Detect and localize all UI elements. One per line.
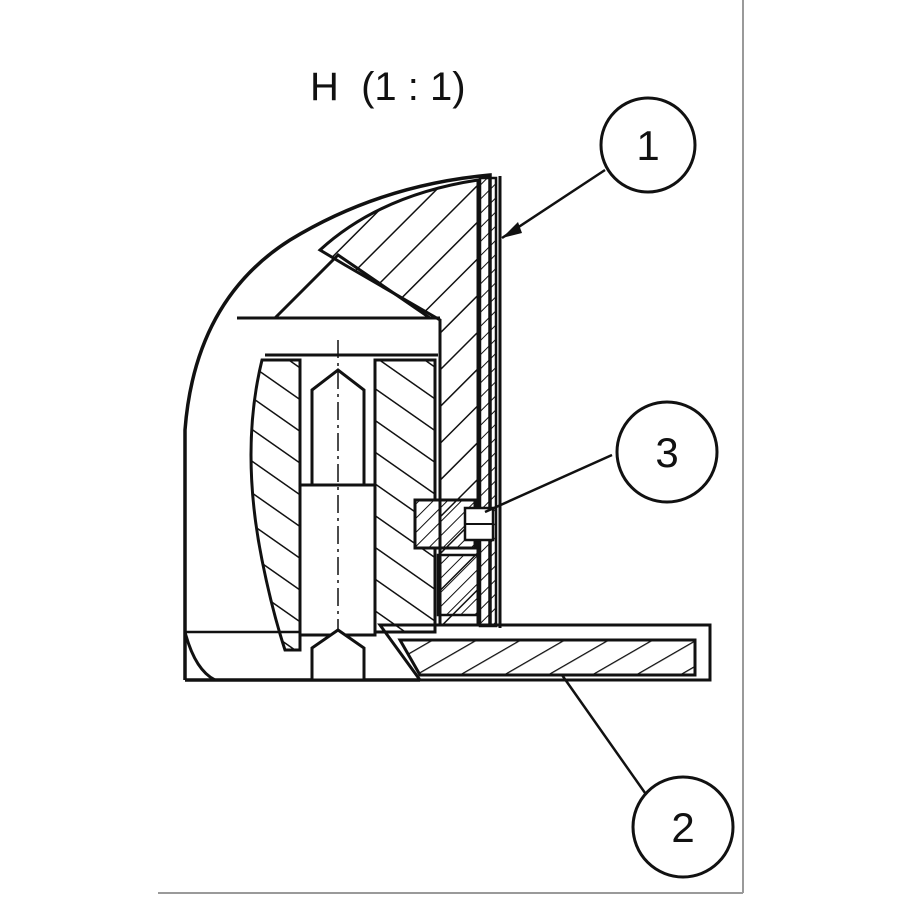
- balloon-2: 2: [631, 775, 735, 879]
- balloon-2-label: 2: [671, 804, 694, 851]
- base-plate: [397, 638, 697, 677]
- balloon-3-label: 3: [655, 429, 678, 476]
- screw-head: [310, 628, 366, 682]
- cone-line: [273, 253, 431, 320]
- leader-2: [560, 674, 652, 801]
- cap-outline: [183, 173, 492, 680]
- balloon-1: 1: [599, 96, 697, 194]
- view-title: H (1 : 1): [310, 65, 466, 109]
- balloon-1-label: 1: [636, 122, 659, 169]
- insert-body: [249, 358, 302, 652]
- cap-lower-curve: [183, 631, 216, 682]
- part-1-thin-wall: [478, 176, 498, 628]
- balloon-3: 3: [615, 400, 719, 504]
- leader-1-arrow: [502, 222, 522, 238]
- leader-3: [484, 453, 613, 514]
- base-plate-outline: [377, 623, 712, 682]
- insert-right-body: [373, 358, 437, 634]
- lower-pocket: [436, 553, 480, 617]
